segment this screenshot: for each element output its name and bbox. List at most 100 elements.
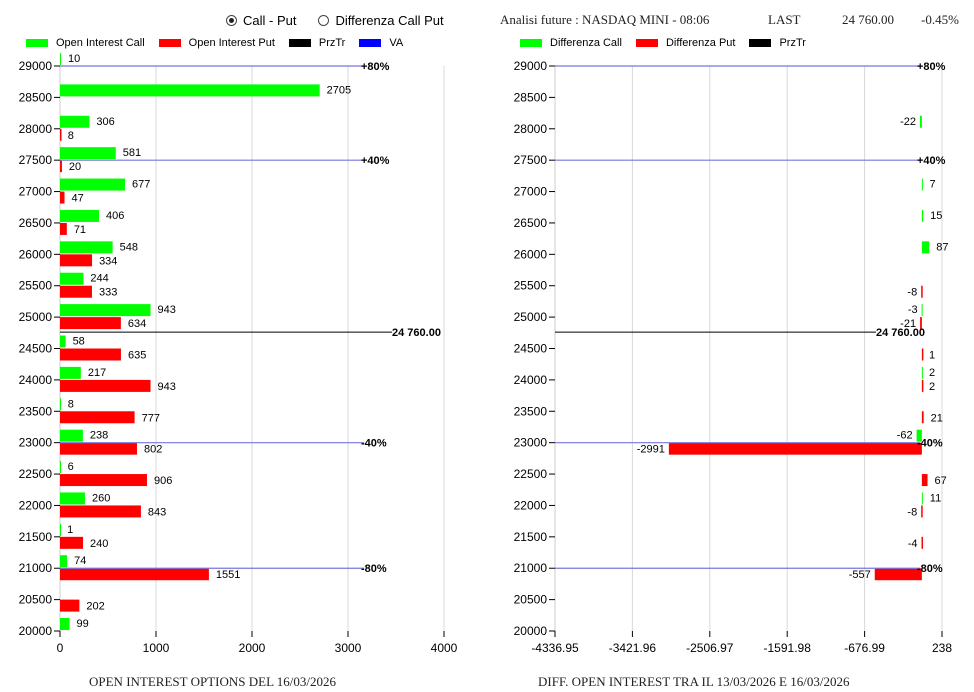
diff-y-tick-label: 26000 [514,247,548,261]
oi-call-bar [60,492,85,505]
diff-y-tick-label: 22000 [514,498,548,512]
oi-put-bar [60,191,65,204]
radio-differenza-call-put[interactable]: Differenza Call Put [318,13,444,28]
oi-put-label: 943 [158,381,176,393]
oi-call-bar [60,335,66,348]
oi-call-label: 581 [123,147,141,159]
oi-va-label: +80% [361,61,390,73]
diff-va-label: -40% [917,438,943,450]
diff-call-label: -22 [900,116,916,128]
oi-call-bar [60,555,68,568]
view-mode-radio-group: Call - Put Differenza Call Put [226,13,444,28]
legend-item-diff-call: Differenza Call [520,37,622,49]
oi-call-label: 260 [92,492,110,504]
oi-call-label: 244 [90,273,108,285]
legend-label: PrzTr [318,37,346,49]
oi-y-tick-label: 22500 [19,467,53,481]
oi-call-label: 217 [88,367,106,379]
oi-call-bar [60,461,61,474]
oi-y-tick-label: 23500 [19,404,53,418]
diff-call-label: -62 [897,430,913,442]
diff-call-label: 2 [929,367,935,379]
diff-price-label: 24 760.00 [876,327,925,339]
diff-put-label: 67 [935,475,947,487]
diff-call-label: -3 [908,304,918,316]
radio-call-put[interactable]: Call - Put [226,13,296,28]
oi-y-tick-label: 27500 [19,153,53,167]
oi-put-bar [60,128,62,141]
legend-label: Differenza Put [665,37,736,49]
diff-x-tick-label: -1591.98 [764,641,812,655]
oi-call-label: 406 [106,210,124,222]
left-chart-legend: Open Interest Call Open Interest Put Prz… [26,37,417,49]
oi-put-label: 20 [69,161,81,173]
oi-y-tick-label: 26500 [19,216,53,230]
diff-y-tick-label: 23500 [514,404,548,418]
diff-put-bar [921,536,924,549]
diff-y-tick-label: 24000 [514,373,548,387]
diff-put-label: 2 [929,381,935,393]
oi-call-label: 8 [68,398,74,410]
diff-call-bar [921,366,923,379]
oi-call-label: 58 [73,336,85,348]
oi-put-bar [60,254,93,267]
oi-call-bar [60,618,70,630]
oi-y-tick-label: 26000 [19,247,53,261]
diff-y-tick-label: 26500 [514,216,548,230]
oi-put-bar [60,474,147,487]
analysis-label: Analisi future : NASDAQ MINI - 08:06 [500,12,710,27]
diff-x-tick-label: -4336.95 [531,641,579,655]
diff-y-tick-label: 23000 [514,436,548,450]
diff-call-label: 87 [936,241,948,253]
oi-call-label: 548 [120,241,138,253]
oi-call-label: 677 [132,179,150,191]
diff-y-tick-label: 27000 [514,185,548,199]
oi-call-label: 306 [96,116,114,128]
legend-swatch-call [520,39,542,47]
diff-call-bar [921,492,923,505]
legend-label: Open Interest Call [56,37,145,49]
oi-call-bar [60,272,84,285]
diff-va-label: +80% [917,61,946,73]
oi-y-tick-label: 25500 [19,279,53,293]
oi-call-bar [60,209,99,222]
diff-x-tick-label: -676.99 [844,641,885,655]
oi-y-tick-label: 25000 [19,310,53,324]
diff-put-bar [921,505,923,518]
oi-call-label: 1 [67,524,73,536]
diff-put-label: -557 [849,569,871,581]
oi-y-tick-label: 20500 [19,593,53,607]
oi-put-bar [60,285,92,298]
right-chart-title: DIFF. OPEN INTEREST TRA IL 13/03/2026 E … [538,674,850,689]
legend-label: VA [389,37,404,49]
diff-call-label: 7 [929,179,935,191]
legend-item-oi-call: Open Interest Call [26,37,145,49]
change-percent: -0.45% [921,12,959,27]
diff-y-tick-label: 25500 [514,279,548,293]
diff-put-label: -8 [907,506,917,518]
diff-call-bar [920,115,922,128]
oi-call-label: 74 [74,555,86,567]
oi-y-tick-label: 23000 [19,436,53,450]
diff-y-tick-label: 28000 [514,122,548,136]
oi-put-label: 47 [72,193,84,205]
oi-put-label: 906 [154,475,172,487]
legend-label: PrzTr [779,37,806,49]
diff-va-label: +40% [917,155,946,167]
oi-x-tick-label: 4000 [431,641,458,655]
diff-put-label: -2991 [637,444,665,456]
diff-x-tick-label: -2506.97 [686,641,734,655]
oi-y-tick-label: 28000 [19,122,53,136]
oi-put-label: 1551 [216,569,240,581]
diff-call-bar [921,178,923,191]
oi-y-tick-label: 21500 [19,530,53,544]
legend-label: Differenza Call [550,37,622,49]
oi-put-label: 8 [68,130,74,142]
oi-call-label: 10 [68,53,80,65]
oi-put-label: 777 [142,412,160,424]
legend-item-va: VA [359,37,403,49]
diff-x-tick-label: -3421.96 [609,641,657,655]
oi-call-bar [60,398,61,411]
oi-call-bar [60,84,320,97]
diff-put-bar [921,411,924,424]
